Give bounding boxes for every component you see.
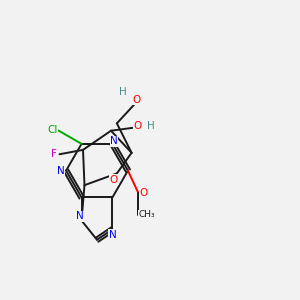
Text: O: O: [110, 175, 118, 185]
Text: H: H: [148, 121, 155, 131]
Text: O: O: [134, 121, 142, 131]
Text: O: O: [133, 95, 141, 105]
Text: N: N: [109, 230, 116, 240]
Text: O: O: [140, 188, 148, 198]
Text: N: N: [57, 166, 65, 176]
Text: Cl: Cl: [47, 125, 57, 135]
Text: H: H: [119, 87, 127, 98]
Text: N: N: [110, 136, 118, 146]
Text: CH₃: CH₃: [139, 210, 155, 219]
Text: F: F: [51, 149, 56, 159]
Text: N: N: [76, 211, 84, 221]
